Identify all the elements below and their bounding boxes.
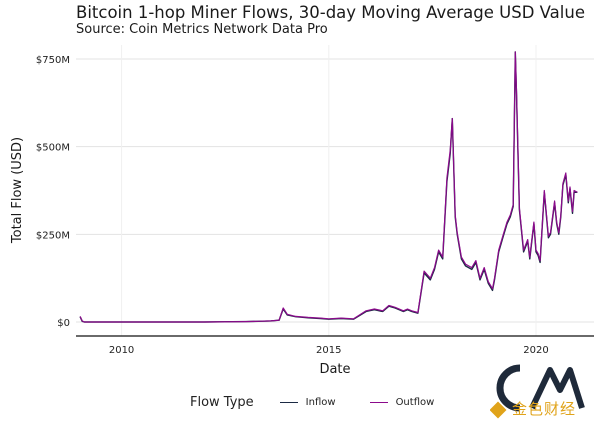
legend-label-inflow: Inflow [305, 397, 336, 408]
legend-label-outflow: Outflow [395, 397, 435, 408]
x-tick-label: 2010 [109, 345, 134, 356]
y-tick-label: $250M [36, 230, 70, 241]
y-axis-ticks: $0 $250M $500M $750M [36, 55, 70, 329]
legend-swatch-outflow [369, 402, 388, 403]
legend-item-outflow: Outflow [369, 397, 435, 408]
legend: Flow Type Inflow Outflow [190, 395, 468, 410]
y-axis-label: Total Flow (USD) [10, 137, 25, 244]
y-tick-label: $500M [36, 143, 70, 154]
x-tick-label: 2020 [523, 345, 548, 356]
series-lines [79, 51, 578, 323]
watermark-text: 金色财经 [512, 400, 577, 418]
series-line-outflow [79, 51, 578, 323]
x-axis-ticks: 2010 2015 2020 [109, 345, 549, 356]
chart-title: Bitcoin 1-hop Miner Flows, 30-day Moving… [76, 3, 585, 22]
coin-metrics-logo-icon [490, 364, 585, 419]
x-tick-label: 2015 [316, 345, 341, 356]
legend-swatch-inflow [279, 402, 298, 403]
y-tick-label: $0 [57, 318, 70, 329]
x-axis-label: Date [319, 362, 350, 377]
y-tick-label: $750M [36, 55, 70, 66]
grid-lines [76, 45, 594, 336]
legend-title: Flow Type [190, 395, 254, 410]
chart-subtitle: Source: Coin Metrics Network Data Pro [76, 22, 328, 37]
legend-item-inflow: Inflow [279, 397, 336, 408]
